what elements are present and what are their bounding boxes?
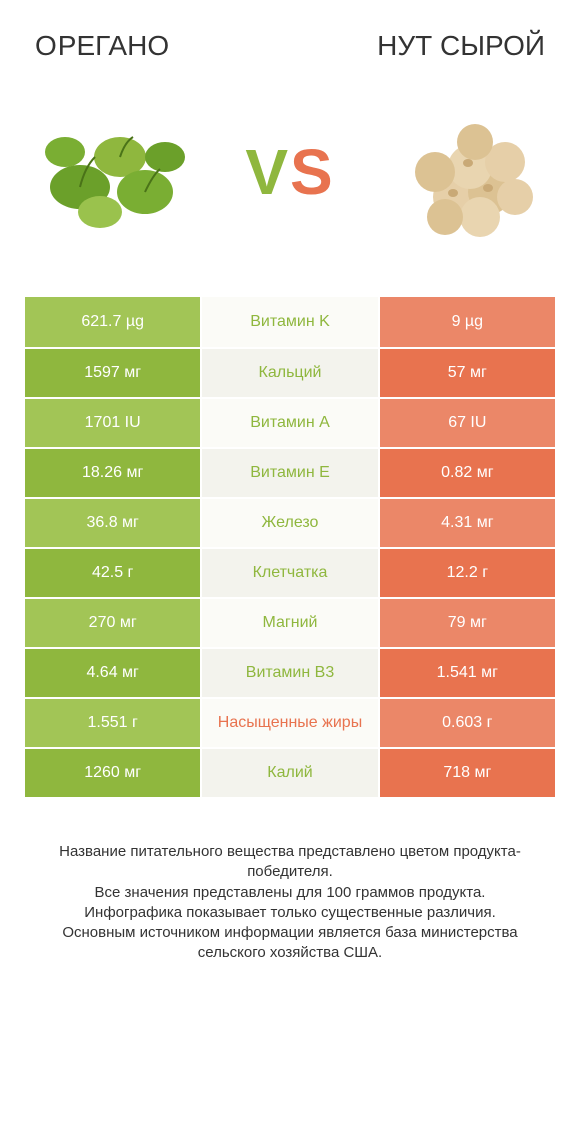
nutrient-value-left: 4.64 мг (25, 647, 202, 697)
nutrient-value-right: 12.2 г (380, 547, 555, 597)
nutrient-value-right: 57 мг (380, 347, 555, 397)
table-row: 18.26 мгВитамин E0.82 мг (25, 447, 555, 497)
nutrient-value-left: 1.551 г (25, 697, 202, 747)
chickpea-icon (375, 97, 555, 247)
footer-line-1: Название питательного вещества представл… (35, 842, 545, 883)
nutrient-value-left: 1597 мг (25, 347, 202, 397)
nutrient-value-right: 0.603 г (380, 697, 555, 747)
nutrient-value-right: 718 мг (380, 747, 555, 797)
vs-label: VS (245, 135, 334, 209)
footer-line-2: Все значения представлены для 100 граммо… (35, 883, 545, 903)
vs-s-letter: S (290, 135, 335, 209)
table-row: 1260 мгКалий718 мг (25, 747, 555, 797)
nutrient-name: Калий (202, 747, 379, 797)
left-food-image (25, 97, 205, 247)
vs-v-letter: V (245, 135, 290, 209)
table-row: 42.5 гКлетчатка12.2 г (25, 547, 555, 597)
nutrient-value-left: 1701 IU (25, 397, 202, 447)
right-product-title: НУТ СЫРОЙ (377, 30, 545, 62)
vs-row: VS (25, 87, 555, 257)
nutrient-name: Витамин E (202, 447, 379, 497)
nutrient-value-right: 1.541 мг (380, 647, 555, 697)
footer-line-4: Основным источником информации является … (35, 923, 545, 964)
nutrient-value-left: 1260 мг (25, 747, 202, 797)
nutrient-name: Кальций (202, 347, 379, 397)
nutrient-name: Насыщенные жиры (202, 697, 379, 747)
nutrient-name: Клетчатка (202, 547, 379, 597)
nutrient-value-right: 9 µg (380, 297, 555, 347)
nutrient-name: Витамин A (202, 397, 379, 447)
table-row: 1597 мгКальций57 мг (25, 347, 555, 397)
header: OРЕГАНО НУТ СЫРОЙ (25, 30, 555, 62)
left-product-title: OРЕГАНО (35, 30, 169, 62)
title-rest: РЕГАНО (58, 30, 169, 61)
footer-notes: Название питательного вещества представл… (25, 842, 555, 964)
title-first-letter: O (35, 30, 58, 61)
nutrient-value-right: 4.31 мг (380, 497, 555, 547)
nutrient-name: Железо (202, 497, 379, 547)
oregano-icon (25, 97, 205, 247)
nutrient-value-left: 18.26 мг (25, 447, 202, 497)
nutrient-value-right: 0.82 мг (380, 447, 555, 497)
right-food-image (375, 97, 555, 247)
nutrient-value-left: 621.7 µg (25, 297, 202, 347)
table-row: 4.64 мгВитамин B31.541 мг (25, 647, 555, 697)
table-row: 621.7 µgВитамин K9 µg (25, 297, 555, 347)
comparison-table: 621.7 µgВитамин K9 µg1597 мгКальций57 мг… (25, 297, 555, 797)
table-row: 1.551 гНасыщенные жиры0.603 г (25, 697, 555, 747)
footer-line-3: Инфографика показывает только существенн… (35, 903, 545, 923)
nutrient-value-left: 270 мг (25, 597, 202, 647)
nutrient-value-right: 67 IU (380, 397, 555, 447)
nutrient-value-right: 79 мг (380, 597, 555, 647)
nutrient-name: Магний (202, 597, 379, 647)
table-row: 270 мгМагний79 мг (25, 597, 555, 647)
table-row: 36.8 мгЖелезо4.31 мг (25, 497, 555, 547)
nutrient-name: Витамин B3 (202, 647, 379, 697)
nutrient-value-left: 42.5 г (25, 547, 202, 597)
nutrient-value-left: 36.8 мг (25, 497, 202, 547)
table-row: 1701 IUВитамин A67 IU (25, 397, 555, 447)
nutrient-name: Витамин K (202, 297, 379, 347)
